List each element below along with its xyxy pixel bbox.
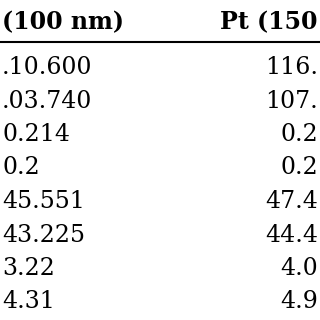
Text: (100 nm): (100 nm) bbox=[2, 10, 124, 34]
Text: Pt (150: Pt (150 bbox=[220, 10, 318, 34]
Text: 4.9: 4.9 bbox=[280, 291, 318, 314]
Text: 47.4: 47.4 bbox=[265, 190, 318, 213]
Text: 107.: 107. bbox=[265, 90, 318, 113]
Text: 0.214: 0.214 bbox=[2, 123, 70, 146]
Text: 116.: 116. bbox=[265, 56, 318, 79]
Text: 3.22: 3.22 bbox=[2, 257, 55, 280]
Text: 43.225: 43.225 bbox=[2, 223, 85, 246]
Text: 44.4: 44.4 bbox=[265, 223, 318, 246]
Text: .10.600: .10.600 bbox=[2, 56, 92, 79]
Text: .03.740: .03.740 bbox=[2, 90, 92, 113]
Text: 4.0: 4.0 bbox=[280, 257, 318, 280]
Text: 0.2: 0.2 bbox=[280, 156, 318, 180]
Text: 0.2: 0.2 bbox=[2, 156, 40, 180]
Text: 4.31: 4.31 bbox=[2, 291, 55, 314]
Text: 0.2: 0.2 bbox=[280, 123, 318, 146]
Text: 45.551: 45.551 bbox=[2, 190, 85, 213]
